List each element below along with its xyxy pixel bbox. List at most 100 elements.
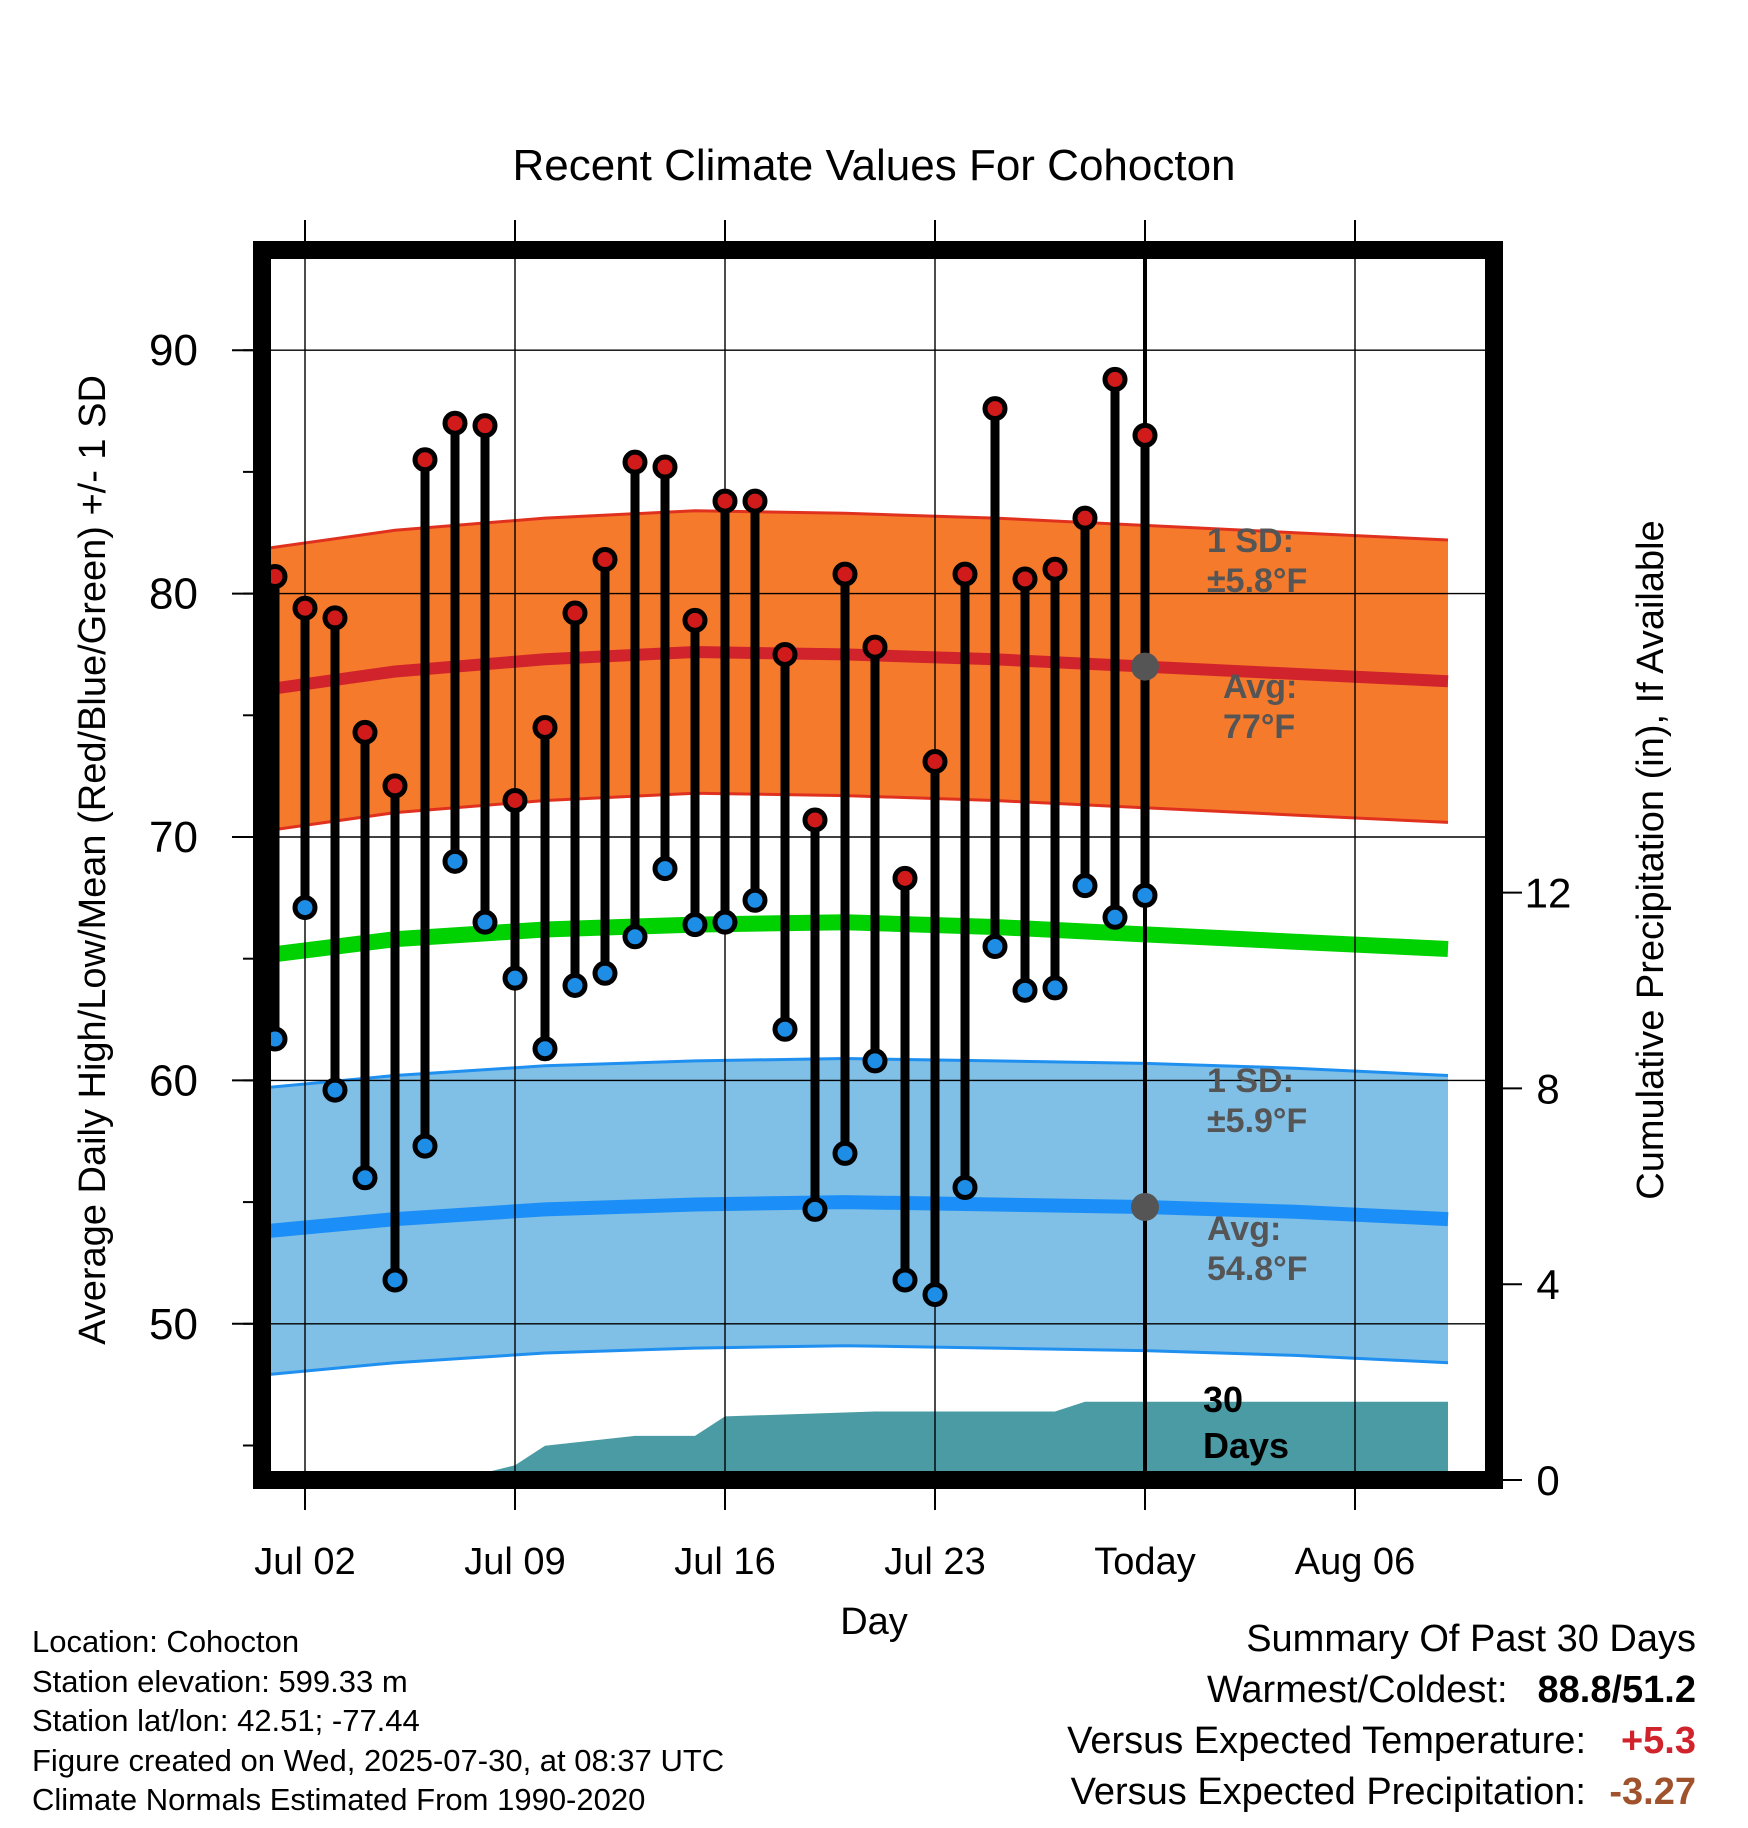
x-tick-label: Jul 09 <box>464 1541 565 1583</box>
y-tick-label: 60 <box>149 1056 198 1105</box>
daily-low-point <box>862 1048 888 1074</box>
warmest-value: 88.8/51.2 <box>1537 1669 1696 1711</box>
daily-low-point <box>1072 873 1098 899</box>
y2-tick-label: 0 <box>1536 1457 1559 1504</box>
low-sd-band <box>262 1058 1448 1376</box>
y2-tick-label: 8 <box>1536 1065 1559 1112</box>
y2-tick-label: 12 <box>1525 870 1572 917</box>
low-avg-annotation: 54.8°F <box>1207 1250 1308 1288</box>
y-tick-label: 70 <box>149 813 198 862</box>
daily-high-point <box>712 488 738 514</box>
daily-low-point <box>682 912 708 938</box>
daily-high-point <box>1042 556 1068 582</box>
daily-low-point <box>712 909 738 935</box>
y-tick-label: 50 <box>149 1300 198 1349</box>
x-axis-label: Day <box>840 1601 908 1643</box>
daily-high-point <box>412 447 438 473</box>
daily-high-point <box>982 396 1008 422</box>
daily-high-point <box>292 595 318 621</box>
temp-value: +5.3 <box>1620 1720 1696 1762</box>
daily-high-point <box>682 607 708 633</box>
y2-tick-label: 4 <box>1536 1261 1559 1308</box>
y-axis-label: Average Daily High/Low/Mean (Red/Blue/Gr… <box>72 375 114 1345</box>
today-low-avg-marker <box>1131 1192 1159 1221</box>
daily-low-point <box>352 1165 378 1191</box>
precip-label: Versus Expected Precipitation: <box>1070 1771 1586 1813</box>
daily-low-point <box>802 1196 828 1222</box>
x-tick-label: Aug 06 <box>1295 1541 1415 1583</box>
daily-low-point <box>1132 882 1158 908</box>
daily-low-point <box>982 934 1008 960</box>
high-avg-annotation: 77°F <box>1223 708 1295 746</box>
low-sd-annotation: 1 SD: <box>1207 1062 1294 1100</box>
daily-low-point <box>922 1282 948 1308</box>
temp-label: Versus Expected Temperature: <box>1067 1720 1586 1762</box>
daily-low-point <box>622 924 648 950</box>
precip-value: -3.27 <box>1609 1771 1696 1813</box>
footer-latlon: Station lat/lon: 42.51; -77.44 <box>32 1703 420 1738</box>
daily-high-point <box>502 787 528 813</box>
y-tick-label: 90 <box>149 326 198 375</box>
daily-high-point <box>532 714 558 740</box>
high-band-upper-edge <box>262 509 1449 551</box>
y-tick-label: 80 <box>149 570 198 619</box>
daily-high-point <box>622 449 648 475</box>
daily-low-point <box>1012 977 1038 1003</box>
daily-low-point <box>412 1133 438 1159</box>
daily-low-point <box>532 1036 558 1062</box>
daily-high-point <box>832 561 858 587</box>
daily-high-point <box>442 410 468 436</box>
footer-location: Location: Cohocton <box>32 1624 300 1659</box>
daily-low-point <box>952 1174 978 1200</box>
daily-high-point <box>922 749 948 775</box>
warmest-label: Warmest/Coldest: <box>1206 1669 1508 1711</box>
daily-low-point <box>322 1077 348 1103</box>
summary-temp-row: Versus Expected Temperature: +5.3 <box>1067 1716 1696 1767</box>
low-avg-annotation: Avg: <box>1207 1210 1281 1248</box>
daily-high-point <box>742 488 768 514</box>
daily-high-point <box>862 634 888 660</box>
chart-title: Recent Climate Values For Cohocton <box>512 141 1235 190</box>
daily-low-point <box>442 848 468 874</box>
low-avg-line <box>262 1195 1449 1239</box>
daily-low-point <box>1102 904 1128 930</box>
x-tick-label: Jul 23 <box>884 1541 985 1583</box>
daily-low-point <box>892 1267 918 1293</box>
daily-low-point <box>382 1267 408 1293</box>
daily-high-point <box>952 561 978 587</box>
daily-high-point <box>1012 566 1038 592</box>
daily-low-point <box>502 965 528 991</box>
high-avg-annotation: Avg: <box>1223 668 1297 706</box>
daily-low-point <box>592 960 618 986</box>
daily-high-point <box>352 719 378 745</box>
high-sd-annotation: 1 SD: <box>1207 522 1294 560</box>
daily-high-point <box>892 865 918 891</box>
daily-high-point <box>322 605 348 631</box>
today-days-label: 30 <box>1203 1379 1243 1420</box>
high-sd-band <box>262 510 1448 832</box>
daily-low-point <box>292 895 318 921</box>
daily-low-point <box>562 972 588 998</box>
low-band-lower-edge <box>262 1344 1449 1377</box>
daily-low-point <box>772 1016 798 1042</box>
daily-high-point <box>592 547 618 573</box>
y2-axis-label: Cumulative Precipitation (in), If Availa… <box>1630 520 1672 1199</box>
footer-elevation: Station elevation: 599.33 m <box>32 1663 408 1699</box>
high-sd-annotation: ±5.8°F <box>1207 562 1307 600</box>
daily-high-point <box>652 454 678 480</box>
low-sd-annotation: ±5.9°F <box>1207 1102 1307 1140</box>
daily-high-point <box>1072 505 1098 531</box>
daily-high-point <box>1132 422 1158 448</box>
daily-high-point <box>562 600 588 626</box>
x-tick-label: Jul 02 <box>254 1541 355 1583</box>
summary-panel: Summary Of Past 30 Days Warmest/Coldest:… <box>1067 1614 1696 1818</box>
summary-warmest-row: Warmest/Coldest: 88.8/51.2 <box>1067 1665 1696 1716</box>
station-info: Location: Cohocton Station elevation: 59… <box>32 1622 724 1820</box>
summary-title: Summary Of Past 30 Days <box>1246 1618 1696 1660</box>
daily-high-point <box>1102 366 1128 392</box>
today-days-label: Days <box>1203 1425 1289 1466</box>
footer-normals: Climate Normals Estimated From 1990-2020 <box>32 1782 646 1817</box>
x-tick-label: Today <box>1094 1541 1195 1583</box>
x-tick-label: Jul 16 <box>674 1541 775 1583</box>
